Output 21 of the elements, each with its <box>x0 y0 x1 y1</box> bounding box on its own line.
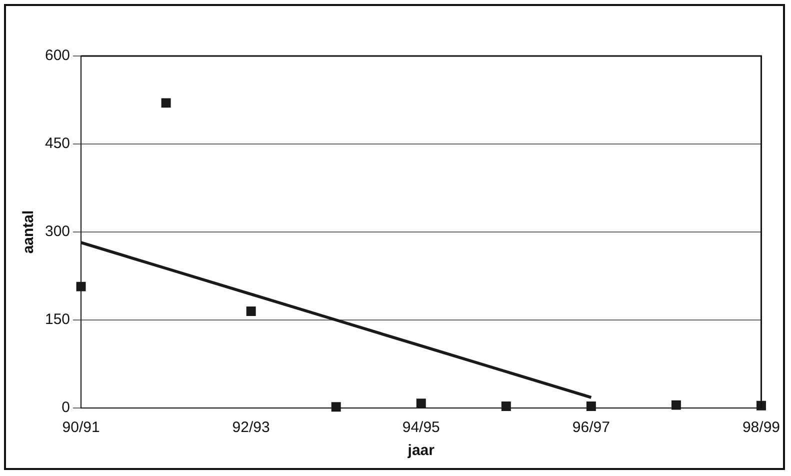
y-tick-label: 300 <box>44 223 70 240</box>
y-tick-label: 600 <box>44 47 70 64</box>
point <box>501 402 511 411</box>
point <box>76 282 86 292</box>
y-axis-title: aantal <box>20 210 38 254</box>
x-tick-label: 94/95 <box>402 419 440 436</box>
x-tick-label: 96/97 <box>572 419 610 436</box>
point <box>161 98 171 108</box>
x-tick-label: 98/99 <box>742 419 780 436</box>
y-tick-label: 0 <box>62 399 70 416</box>
point <box>331 402 341 412</box>
x-axis-title: jaar <box>406 442 435 460</box>
x-tick-label: 90/91 <box>62 419 100 436</box>
x-tick-label: 92/93 <box>232 419 270 436</box>
point <box>756 400 766 410</box>
y-tick-label: 150 <box>44 311 70 328</box>
point <box>246 306 256 316</box>
point <box>586 402 596 411</box>
point <box>416 398 426 408</box>
point <box>671 400 681 410</box>
y-tick-label: 450 <box>44 135 70 152</box>
